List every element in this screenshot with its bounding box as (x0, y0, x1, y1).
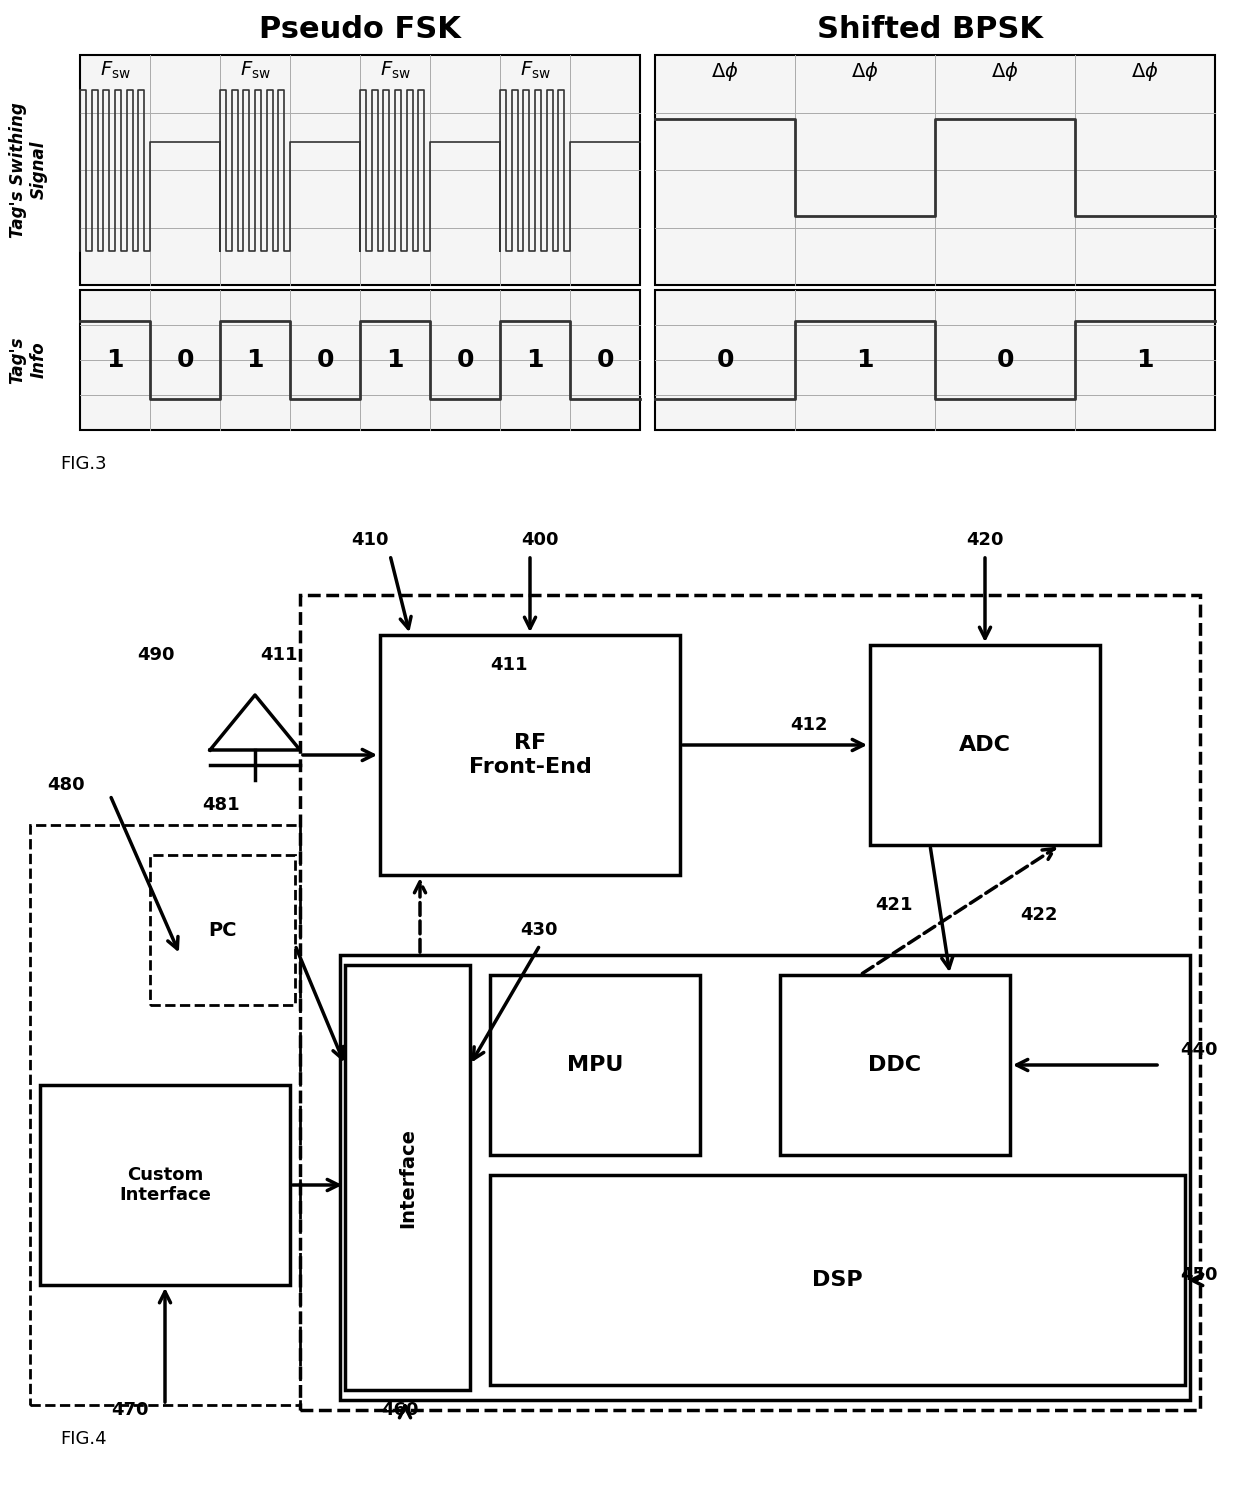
Text: DSP: DSP (812, 1270, 863, 1290)
Text: 411: 411 (490, 656, 527, 674)
Text: $F_{\rm sw}$: $F_{\rm sw}$ (239, 59, 270, 82)
Text: 0: 0 (456, 347, 474, 373)
Text: 1: 1 (247, 347, 264, 373)
Text: $F_{\rm sw}$: $F_{\rm sw}$ (520, 59, 551, 82)
Text: 410: 410 (351, 532, 389, 549)
Text: PC: PC (208, 921, 237, 940)
Text: 481: 481 (202, 796, 241, 814)
Text: 1: 1 (526, 347, 544, 373)
Text: 0: 0 (717, 347, 734, 373)
Bar (655, 55, 1215, 285)
Text: $\Delta\phi$: $\Delta\phi$ (991, 59, 1019, 83)
Text: 1: 1 (107, 347, 124, 373)
Text: $\Delta\phi$: $\Delta\phi$ (851, 59, 879, 83)
Bar (81, 55, 640, 285)
Text: 1: 1 (857, 347, 874, 373)
Text: Tag's Swithing
Signal: Tag's Swithing Signal (9, 102, 47, 238)
Text: 470: 470 (112, 1400, 149, 1420)
Text: 0: 0 (176, 347, 193, 373)
Text: Interface: Interface (398, 1127, 417, 1228)
Text: $\Delta\phi$: $\Delta\phi$ (712, 59, 739, 83)
Text: 0: 0 (596, 347, 614, 373)
Text: 400: 400 (521, 532, 559, 549)
Text: Custom
Interface: Custom Interface (119, 1166, 211, 1204)
Text: $\Delta\phi$: $\Delta\phi$ (1131, 59, 1159, 83)
Text: 412: 412 (790, 716, 827, 734)
Bar (40, 1086, 290, 1285)
Text: Tag's
Info: Tag's Info (9, 336, 47, 383)
Text: $F_{\rm sw}$: $F_{\rm sw}$ (99, 59, 130, 82)
Bar (300, 595, 1200, 1409)
Bar (490, 976, 701, 1155)
Bar (870, 644, 1100, 845)
Bar (345, 965, 470, 1390)
Text: 480: 480 (47, 777, 86, 794)
Bar (340, 955, 1190, 1400)
Text: 1: 1 (386, 347, 404, 373)
Bar (655, 290, 1215, 431)
Text: $F_{\rm sw}$: $F_{\rm sw}$ (379, 59, 410, 82)
Text: MPU: MPU (567, 1054, 624, 1075)
Text: Pseudo FSK: Pseudo FSK (259, 15, 461, 45)
Text: 420: 420 (966, 532, 1003, 549)
Text: 450: 450 (1180, 1267, 1218, 1285)
Bar (150, 855, 295, 1005)
Bar (81, 290, 640, 431)
Text: RF
Front-End: RF Front-End (469, 734, 591, 777)
Text: 430: 430 (520, 921, 558, 939)
Bar (780, 976, 1011, 1155)
Bar (30, 826, 300, 1405)
Text: ADC: ADC (959, 735, 1011, 754)
Text: 422: 422 (1021, 906, 1058, 924)
Text: FIG.4: FIG.4 (60, 1430, 107, 1448)
Bar (490, 1175, 1185, 1386)
Text: 490: 490 (138, 646, 175, 664)
Text: 421: 421 (875, 895, 913, 913)
Text: 1: 1 (1136, 347, 1153, 373)
Text: Shifted BPSK: Shifted BPSK (817, 15, 1043, 45)
Text: 440: 440 (1180, 1041, 1218, 1059)
Text: 411: 411 (260, 646, 298, 664)
Text: DDC: DDC (868, 1054, 921, 1075)
Text: 0: 0 (316, 347, 334, 373)
Text: 460: 460 (381, 1400, 419, 1420)
Bar (379, 636, 680, 875)
Text: 0: 0 (996, 347, 1014, 373)
Text: FIG.3: FIG.3 (60, 454, 107, 474)
